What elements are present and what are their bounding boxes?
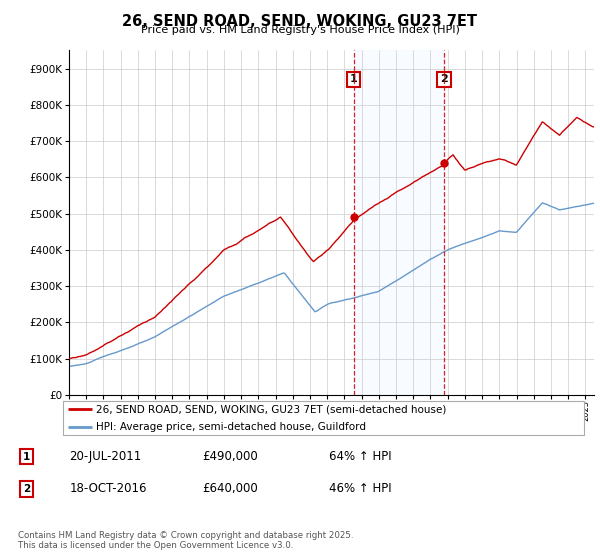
Text: HPI: Average price, semi-detached house, Guildford: HPI: Average price, semi-detached house,…: [96, 422, 366, 432]
Text: 1: 1: [350, 74, 358, 85]
Bar: [354, 50, 444, 395]
Text: £640,000: £640,000: [202, 482, 258, 495]
Text: 20-JUL-2011: 20-JUL-2011: [70, 450, 142, 463]
Text: 18-OCT-2016: 18-OCT-2016: [70, 482, 147, 495]
Text: 26, SEND ROAD, SEND, WOKING, GU23 7ET (semi-detached house): 26, SEND ROAD, SEND, WOKING, GU23 7ET (s…: [96, 404, 446, 414]
Text: 1: 1: [23, 451, 30, 461]
Text: Contains HM Land Registry data © Crown copyright and database right 2025.
This d: Contains HM Land Registry data © Crown c…: [18, 531, 353, 550]
Text: 2: 2: [23, 484, 30, 494]
Text: 46% ↑ HPI: 46% ↑ HPI: [329, 482, 391, 495]
Text: £490,000: £490,000: [202, 450, 258, 463]
Text: 64% ↑ HPI: 64% ↑ HPI: [329, 450, 391, 463]
Text: 26, SEND ROAD, SEND, WOKING, GU23 7ET: 26, SEND ROAD, SEND, WOKING, GU23 7ET: [122, 14, 478, 29]
Text: 2: 2: [440, 74, 448, 85]
Text: Price paid vs. HM Land Registry's House Price Index (HPI): Price paid vs. HM Land Registry's House …: [140, 25, 460, 35]
FancyBboxPatch shape: [62, 400, 584, 435]
